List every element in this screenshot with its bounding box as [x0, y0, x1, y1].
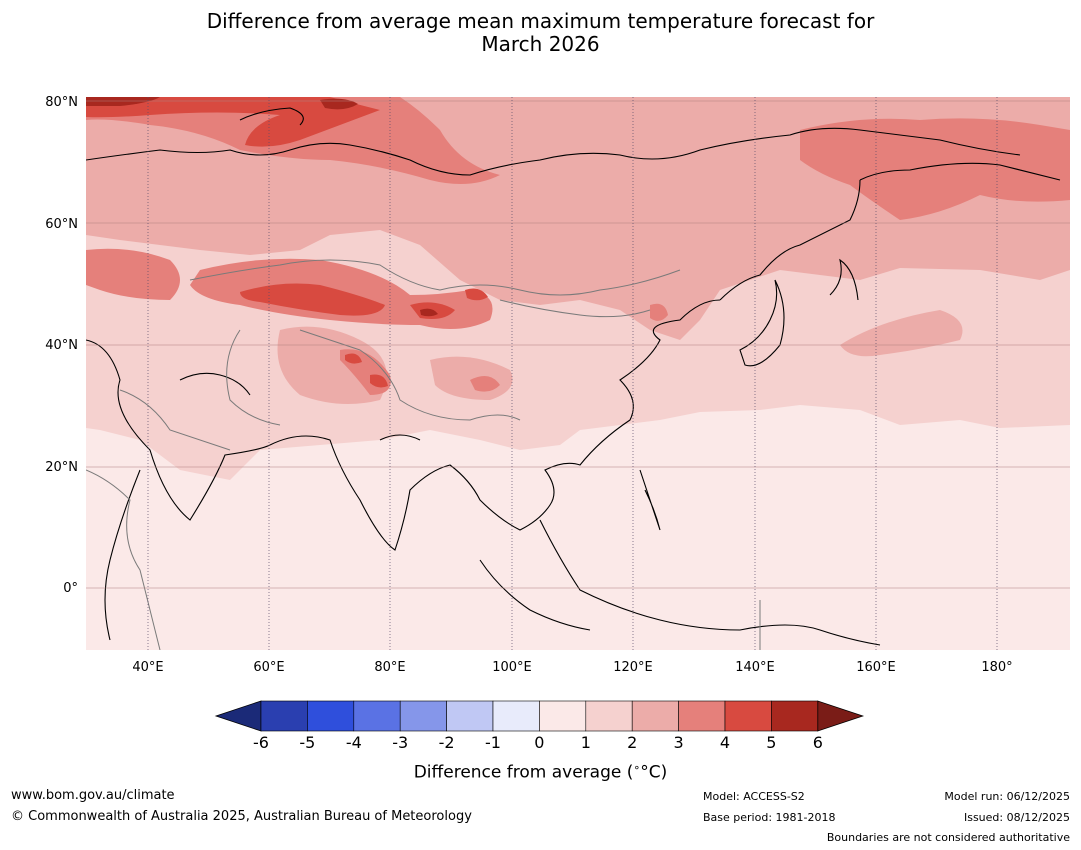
lat-label-20n: 20°N [45, 460, 78, 475]
colorbar-tick-label: 0 [534, 733, 545, 752]
footer-model-run: Model run: 06/12/2025 [944, 790, 1070, 803]
colorbar-tick-label: 5 [766, 733, 777, 752]
colorbar-tick-label: -3 [392, 733, 409, 752]
colorbar-tick-label: 3 [673, 733, 684, 752]
lat-label-60n: 60°N [45, 217, 78, 232]
anomaly-band-4-5-spot4 [345, 353, 362, 364]
colorbar [214, 700, 865, 732]
colorbar-segment [260, 700, 308, 732]
lon-label-160e: 160°E [856, 660, 896, 675]
chart-title-line1: Difference from average mean maximum tem… [206, 9, 875, 33]
colorbar-tick-label: 1 [580, 733, 591, 752]
lat-label-80n: 80°N [45, 95, 78, 110]
colorbar-segment [446, 700, 494, 732]
lon-label-80e: 80°E [374, 660, 406, 675]
anomaly-band-4-5-spot2 [465, 288, 488, 301]
lon-label-40e: 40°E [132, 660, 164, 675]
footer-website[interactable]: www.bom.gov.au/climate [11, 788, 175, 803]
anomaly-band-3-4-spot1 [470, 376, 500, 392]
lon-label-120e: 120°E [613, 660, 653, 675]
footer-disclaimer: Boundaries are not considered authoritat… [826, 831, 1070, 844]
anomaly-band-5-6-spot2 [320, 98, 358, 110]
colorbar-segment [399, 700, 447, 732]
colorbar-tick-label: -6 [253, 733, 269, 752]
anomaly-band-2-3-east [840, 310, 963, 357]
colorbar-segment [585, 700, 633, 732]
colorbar-segment [492, 700, 540, 732]
grid-meridians [147, 97, 998, 650]
anomaly-band-4-5-spot3 [370, 374, 388, 388]
anomaly-band-5-6-spot1 [86, 97, 160, 106]
coastlines [86, 107, 1061, 646]
colorbar-extend-low [214, 700, 262, 732]
colorbar-segment [771, 700, 819, 732]
anomaly-band-4-5-north [86, 97, 380, 147]
lon-label-140e: 140°E [735, 660, 775, 675]
colorbar-tick-label: 6 [812, 733, 823, 752]
colorbar-tick-label: -4 [345, 733, 362, 752]
anomaly-band-4-5-kaz [240, 283, 385, 316]
anomaly-map [86, 97, 1070, 650]
grid-parallels [86, 100, 1070, 589]
footer-base-period: Base period: 1981-2018 [703, 811, 836, 824]
colorbar-segment [678, 700, 726, 732]
colorbar-tick-label: -1 [485, 733, 501, 752]
colorbar-segment [724, 700, 772, 732]
lon-label-100e: 100°E [492, 660, 532, 675]
lat-label-40n: 40°N [45, 338, 78, 353]
colorbar-tick-label: -2 [438, 733, 455, 752]
colorbar-tick-label: 2 [627, 733, 638, 752]
colorbar-tick-label: 4 [719, 733, 731, 752]
anomaly-band-3-4-west [86, 248, 180, 300]
lon-label-60e: 60°E [253, 660, 285, 675]
footer-issued: Issued: 08/12/2025 [963, 811, 1070, 824]
anomaly-band-5-6-spot3 [420, 308, 438, 317]
colorbar-segment [539, 700, 587, 732]
lon-label-180: 180° [981, 660, 1013, 675]
colorbar-segment [353, 700, 401, 732]
colorbar-extend-high [817, 700, 865, 732]
colorbar-segment [307, 700, 355, 732]
colorbar-tick-label: -5 [299, 733, 316, 752]
anomaly-band-2-3-south [277, 326, 387, 404]
footer-model: Model: ACCESS-S2 [703, 790, 805, 803]
colorbar-segment [631, 700, 679, 732]
anomaly-band-3-4-east [800, 118, 1070, 220]
chart-title-line2: March 2026 [481, 32, 600, 56]
anomaly-band-3-4-spot2 [650, 303, 668, 321]
lat-label-0: 0° [63, 581, 78, 596]
footer-copyright: © Commonwealth of Australia 2025, Austra… [11, 809, 472, 824]
colorbar-label: Difference from average (∘°C) [413, 761, 668, 783]
